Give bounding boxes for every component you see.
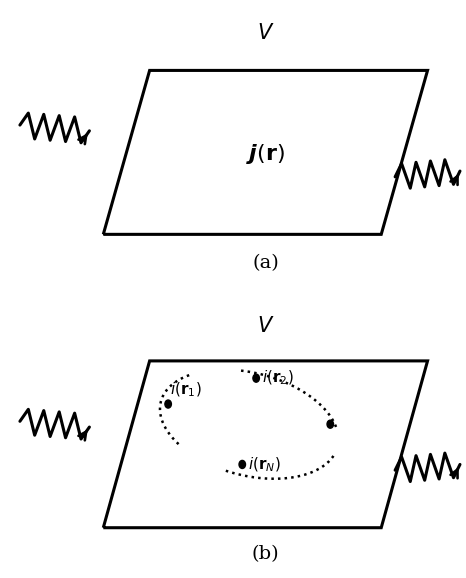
Text: $\boldsymbol{j}(\mathbf{r})$: $\boldsymbol{j}(\mathbf{r})$ xyxy=(246,142,285,166)
Circle shape xyxy=(239,461,246,469)
Text: (a): (a) xyxy=(252,254,279,272)
Circle shape xyxy=(253,374,260,382)
Text: $i(\mathbf{r}_1)$: $i(\mathbf{r}_1)$ xyxy=(171,380,202,399)
Text: $i(\mathbf{r}_N)$: $i(\mathbf{r}_N)$ xyxy=(248,455,281,473)
Text: $V$: $V$ xyxy=(257,316,274,336)
Text: (b): (b) xyxy=(252,544,279,562)
Text: $V$: $V$ xyxy=(257,23,274,43)
Circle shape xyxy=(165,400,171,408)
Text: $i(\mathbf{r}_2)$: $i(\mathbf{r}_2)$ xyxy=(262,369,294,387)
Circle shape xyxy=(327,420,334,428)
